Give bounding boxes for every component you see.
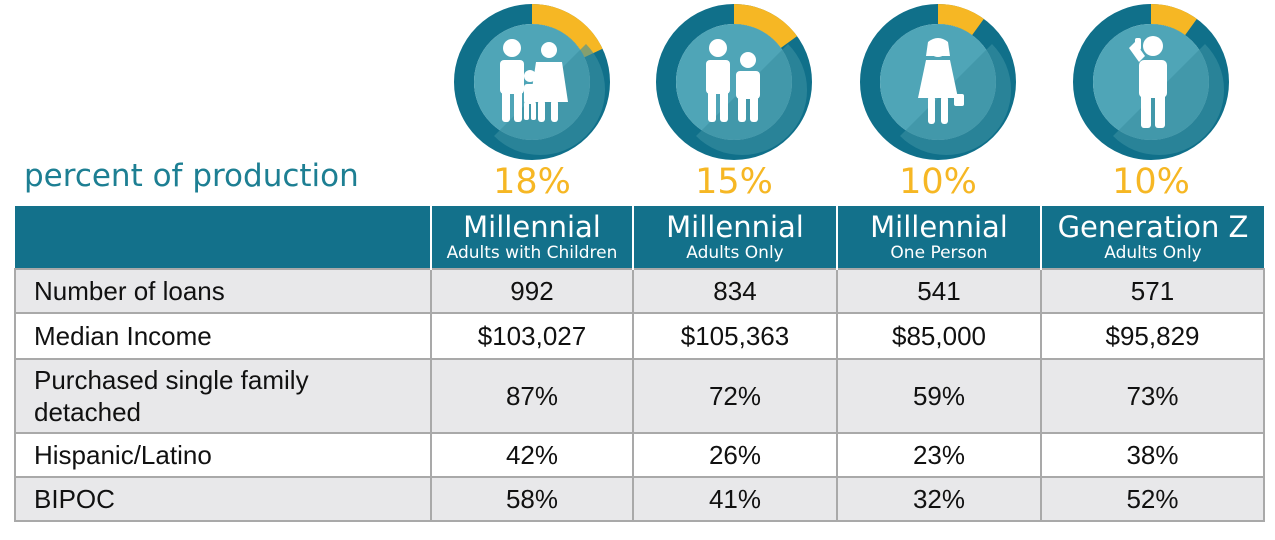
- table-cell: 59%: [836, 358, 1042, 434]
- column-header: Millennial Adults with Children: [430, 206, 633, 269]
- percent-label-3: 10%: [1112, 162, 1190, 202]
- donut-arc-1: [733, 4, 798, 49]
- table-cell: $105,363: [632, 312, 838, 360]
- table-cell: 23%: [836, 432, 1042, 478]
- table-cell: 58%: [430, 476, 634, 522]
- table-cell: 834: [632, 268, 838, 314]
- row-label: BIPOC: [14, 476, 432, 522]
- column-subtitle: Adults with Children: [446, 243, 618, 263]
- table-cell: 26%: [632, 432, 838, 478]
- column-subtitle: One Person: [890, 243, 988, 263]
- column-title: Millennial: [463, 210, 601, 244]
- table-cell: 541: [836, 268, 1042, 314]
- column-header: Millennial One Person: [836, 206, 1041, 269]
- column-title: Millennial: [666, 210, 804, 244]
- table-cell: 38%: [1040, 432, 1265, 478]
- donut-millennial-adults-only: [656, 4, 812, 160]
- data-table: Millennial Adults with Children Millenni…: [14, 206, 1265, 522]
- donut-arc-2: [937, 4, 984, 36]
- row-label: Median Income: [14, 312, 432, 360]
- table-row: Number of loans 992 834 541 571: [14, 268, 1265, 314]
- woman-icon: [918, 38, 964, 124]
- table-cell: 73%: [1040, 358, 1265, 434]
- table-row: Purchased single family detached 87% 72%…: [14, 358, 1265, 434]
- percent-label-1: 15%: [695, 162, 773, 202]
- column-subtitle: Adults Only: [1104, 243, 1202, 263]
- table-cell: 52%: [1040, 476, 1265, 522]
- donut-millennial-one-person: [860, 4, 1016, 160]
- header-corner: [15, 206, 431, 269]
- column-title: Generation Z: [1057, 210, 1249, 244]
- couple-icon: [706, 39, 760, 122]
- table-cell: 41%: [632, 476, 838, 522]
- table-row: BIPOC 58% 41% 32% 52%: [14, 476, 1265, 522]
- table-row: Median Income $103,027 $105,363 $85,000 …: [14, 312, 1265, 360]
- column-title: Millennial: [870, 210, 1008, 244]
- person-phone-icon: [1129, 36, 1167, 128]
- chart-title: percent of production: [24, 158, 359, 194]
- table-cell: $85,000: [836, 312, 1042, 360]
- table-cell: 72%: [632, 358, 838, 434]
- family-icon: [500, 39, 568, 122]
- table-row: Hispanic/Latino 42% 26% 23% 38%: [14, 432, 1265, 478]
- table-cell: $103,027: [430, 312, 634, 360]
- table-cell: 42%: [430, 432, 634, 478]
- column-header: Generation Z Adults Only: [1040, 206, 1264, 269]
- row-label: Purchased single family detached: [14, 358, 432, 434]
- table-header-row: Millennial Adults with Children Millenni…: [15, 206, 1264, 269]
- column-subtitle: Adults Only: [686, 243, 784, 263]
- row-label: Number of loans: [14, 268, 432, 314]
- donut-arc-0: [531, 4, 603, 58]
- donut-millennial-adults-children: [454, 4, 610, 160]
- donut-generation-z-adults-only: [1073, 4, 1229, 160]
- table-cell: 87%: [430, 358, 634, 434]
- table-cell: 992: [430, 268, 634, 314]
- table-cell: 571: [1040, 268, 1265, 314]
- column-header: Millennial Adults Only: [632, 206, 837, 269]
- percent-label-0: 18%: [493, 162, 571, 202]
- row-label: Hispanic/Latino: [14, 432, 432, 478]
- table-cell: 32%: [836, 476, 1042, 522]
- table-cell: $95,829: [1040, 312, 1265, 360]
- donut-arc-3: [1150, 4, 1197, 36]
- percent-label-2: 10%: [899, 162, 977, 202]
